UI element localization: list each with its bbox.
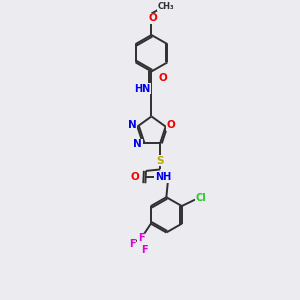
- Text: O: O: [167, 120, 175, 130]
- Text: HN: HN: [134, 84, 151, 94]
- Text: O: O: [148, 13, 157, 23]
- Text: F: F: [129, 239, 136, 249]
- Text: F: F: [138, 233, 144, 243]
- Text: O: O: [130, 172, 139, 182]
- Text: O: O: [158, 73, 167, 83]
- Text: N: N: [128, 120, 136, 130]
- Text: CH₃: CH₃: [158, 2, 175, 11]
- Text: S: S: [156, 156, 164, 166]
- Text: N: N: [133, 140, 142, 149]
- Text: NH: NH: [155, 172, 171, 182]
- Text: F: F: [141, 244, 147, 254]
- Text: Cl: Cl: [196, 193, 206, 203]
